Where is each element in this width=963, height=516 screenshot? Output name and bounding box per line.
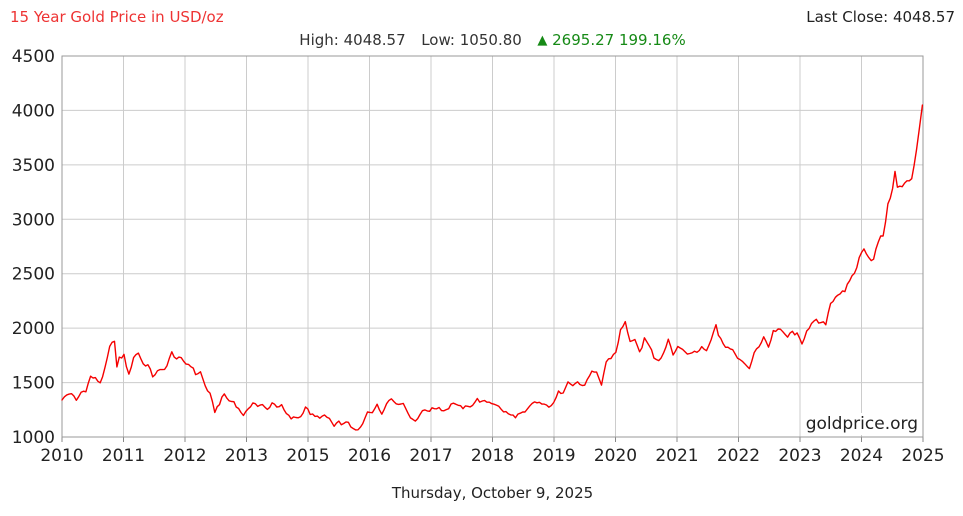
y-axis-label: 1000 (12, 428, 55, 448)
x-axis-label: 2017 (409, 446, 452, 466)
last-close: Last Close: 4048.57 (806, 8, 955, 26)
y-axis-label: 3000 (12, 210, 55, 230)
x-axis-label: 2016 (348, 446, 391, 466)
x-axis-label: 2018 (471, 446, 514, 466)
y-axis-label: 4000 (12, 101, 55, 121)
x-axis-label: 2015 (286, 446, 329, 466)
x-axis-label: 2012 (163, 446, 206, 466)
last-close-label: Last Close: (806, 8, 889, 26)
plot-border (61, 55, 924, 438)
high-value: 4048.57 (343, 31, 406, 49)
x-axis-label: 2023 (778, 446, 821, 466)
last-close-value: 4048.57 (892, 8, 955, 26)
high-label: High: (299, 31, 339, 49)
x-axis-label: 2019 (532, 446, 575, 466)
goldprice-watermark: goldprice.org (802, 412, 921, 435)
y-axis-label: 4500 (12, 47, 55, 67)
up-arrow-icon: ▲ (537, 33, 548, 48)
low-label: Low: (421, 31, 455, 49)
x-axis-label: 2013 (225, 446, 268, 466)
x-axis-label: 2010 (40, 446, 83, 466)
x-axis-label: 2011 (102, 446, 145, 466)
change-percent: 199.16% (618, 31, 686, 49)
chart-date: Thursday, October 9, 2025 (391, 484, 594, 502)
high-low-stats: High: 4048.57 Low: 1050.80 ▲ 2695.27 199… (62, 31, 923, 49)
x-axis-label: 2024 (840, 446, 883, 466)
gold-price-series-line (61, 104, 924, 431)
y-axis-label: 2000 (12, 319, 55, 339)
low-value: 1050.80 (459, 31, 522, 49)
x-axis-label: 2025 (901, 446, 944, 466)
x-axis-label: 2022 (717, 446, 760, 466)
x-axis-label: 2020 (594, 446, 637, 466)
change-value: 2695.27 (552, 31, 615, 49)
chart-title: 15 Year Gold Price in USD/oz (10, 8, 224, 26)
y-axis-label: 3500 (12, 156, 55, 176)
x-axis-label: 2021 (655, 446, 698, 466)
y-axis-label: 1500 (12, 374, 55, 394)
y-axis-label: 2500 (12, 265, 55, 285)
